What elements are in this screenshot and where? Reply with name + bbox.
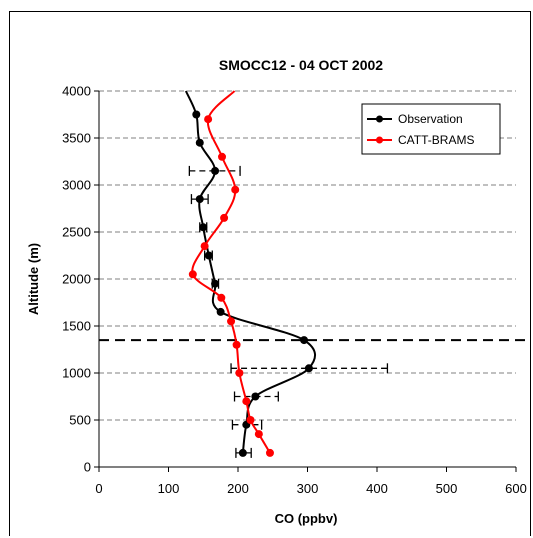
point-observation-1350 [300,336,309,345]
legend: Observation CATT-BRAMS [361,103,501,155]
legend-label-observation: Observation [398,112,463,126]
tick-label-x-200: 200 [227,481,249,496]
point-catt-brams-3700 [204,115,213,124]
tick-label-y-1000: 1000 [62,366,91,381]
point-catt-brams-2950 [231,185,240,194]
point-catt-brams-2650 [220,213,229,222]
chart-frame [9,11,531,536]
series-points [188,110,313,457]
tick-label-y-3000: 3000 [62,178,91,193]
point-observation-2850 [195,195,204,204]
point-observation-1050 [304,364,313,373]
point-observation-3150 [211,166,220,175]
point-catt-brams-2050 [188,270,197,279]
point-observation-150 [238,448,247,457]
point-catt-brams-1550 [227,317,236,326]
tick-label-y-500: 500 [69,413,91,428]
point-catt-brams-1800 [217,293,226,302]
point-observation-1650 [216,307,225,316]
tick-label-y-4000: 4000 [62,84,91,99]
point-catt-brams-1300 [232,340,241,349]
chart-title: SMOCC12 - 04 OCT 2002 [219,57,383,73]
point-catt-brams-150 [265,448,274,457]
tick-label-x-400: 400 [366,481,388,496]
point-catt-brams-3300 [218,152,227,161]
tick-label-x-500: 500 [436,481,458,496]
point-catt-brams-1000 [235,369,244,377]
point-catt-brams-700 [242,397,251,406]
tick-label-x-600: 600 [505,481,527,496]
series-line-observation [184,90,317,454]
legend-marker-observation [376,115,383,123]
series-lines [184,90,317,454]
tick-label-y-3500: 3500 [62,131,91,146]
point-catt-brams-350 [254,430,263,439]
point-catt-brams-500 [246,416,255,424]
x-axis-label: CO (ppbv) [275,511,338,526]
point-observation-3450 [195,138,204,147]
tick-label-y-1500: 1500 [62,319,91,334]
point-observation-3750 [192,110,201,119]
point-observation-2250 [204,251,213,260]
tick-label-y-2500: 2500 [62,225,91,240]
tick-label-x-300: 300 [297,481,319,496]
point-observation-1950 [211,279,220,288]
tick-label-x-0: 0 [95,481,102,496]
legend-box [361,103,501,155]
tick-label-y-0: 0 [84,460,91,475]
legend-marker-catt-brams [376,136,383,144]
tick-label-y-2000: 2000 [62,272,91,287]
y-axis-label: Altitude (m) [26,243,41,315]
point-catt-brams-2350 [200,242,209,251]
legend-label-catt-brams: CATT-BRAMS [398,133,474,147]
tick-label-x-100: 100 [158,481,180,496]
axes: 0 500 1000 1500 2000 2500 3000 3500 4000 0 100 200 3… [62,84,527,497]
point-observation-750 [251,392,260,401]
point-observation-2550 [199,223,208,232]
